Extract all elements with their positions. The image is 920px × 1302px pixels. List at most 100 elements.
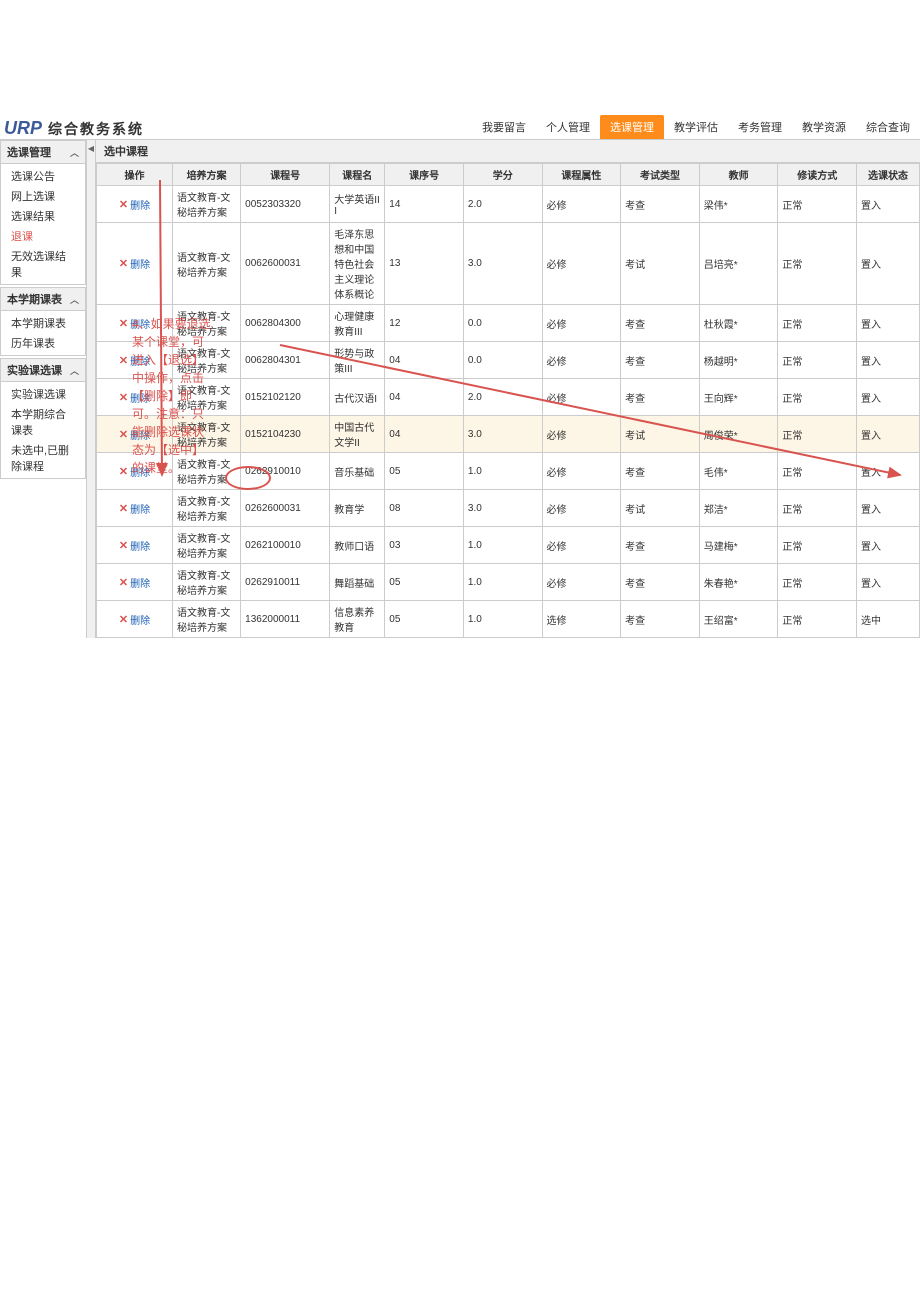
nav-item[interactable]: 选课管理 [600,115,664,139]
table-cell: 1.0 [463,564,542,601]
table-cell: 正常 [778,223,857,305]
table-cell: 王向辉* [699,379,778,416]
chevron-up-icon: ︿ [70,364,79,377]
table-row: ✕删除语文教育-文秘培养方案0062804300心理健康教育III120.0必修… [97,305,920,342]
table-cell: 朱春艳* [699,564,778,601]
delete-button[interactable]: ✕删除 [119,575,150,590]
table-cell: 语文教育-文秘培养方案 [173,527,241,564]
nav-item[interactable]: 教学评估 [664,115,728,139]
sidebar-panel-body: 实验课选课本学期综合课表未选中,已删除课程 [1,382,85,478]
table-cell: 必修 [542,527,621,564]
sidebar-panel-body: 选课公告网上选课选课结果退课无效选课结果 [1,164,85,284]
table-cell: 必修 [542,379,621,416]
table-cell: 2.0 [463,379,542,416]
delete-button[interactable]: ✕删除 [119,612,150,627]
close-icon: ✕ [119,613,128,626]
close-icon: ✕ [119,576,128,589]
table-cell: 1362000011 [241,601,330,638]
table-column-header: 课程属性 [542,164,621,186]
table-column-header: 选课状态 [857,164,920,186]
close-icon: ✕ [119,257,128,270]
table-row: ✕删除语文教育-文秘培养方案0262910011舞蹈基础051.0必修考查朱春艳… [97,564,920,601]
table-cell: 0262100010 [241,527,330,564]
table-cell: 置入 [857,527,920,564]
delete-button[interactable]: ✕删除 [119,197,150,212]
table-cell: 中国古代文学II [330,416,385,453]
table-cell: 考试 [621,223,700,305]
sidebar-panel-header[interactable]: 选课管理︿ [1,141,85,164]
nav-item[interactable]: 个人管理 [536,115,600,139]
table-column-header: 修读方式 [778,164,857,186]
nav-item[interactable]: 考务管理 [728,115,792,139]
table-row: ✕删除语文教育-文秘培养方案0262910010音乐基础051.0必修考查毛伟*… [97,453,920,490]
table-cell: 杨越明* [699,342,778,379]
table-cell: 置入 [857,490,920,527]
table-cell: 正常 [778,564,857,601]
nav-item[interactable]: 教学资源 [792,115,856,139]
table-column-header: 课程名 [330,164,385,186]
nav-item[interactable]: 综合查询 [856,115,920,139]
table-cell: 置入 [857,564,920,601]
table-cell: 正常 [778,416,857,453]
sidebar-item[interactable]: 实验课选课 [1,384,85,404]
table-cell: 0062804300 [241,305,330,342]
main-nav: 我要留言个人管理选课管理教学评估考务管理教学资源综合查询 [472,115,920,139]
table-cell: 3.0 [463,416,542,453]
sidebar-item[interactable]: 未选中,已删除课程 [1,440,85,476]
sidebar-item[interactable]: 本学期课表 [1,313,85,333]
sidebar-panel: 实验课选课︿实验课选课本学期综合课表未选中,已删除课程 [0,358,86,479]
delete-button[interactable]: ✕删除 [119,256,150,271]
table-cell: 05 [385,564,464,601]
sidebar-item[interactable]: 选课结果 [1,206,85,226]
sidebar-panel-body: 本学期课表历年课表 [1,311,85,355]
table-row: ✕删除语文教育-文秘培养方案1362000011信息素养教育051.0选修考查王… [97,601,920,638]
content-title: 选中课程 [96,140,920,163]
table-cell: 0262600031 [241,490,330,527]
table-cell: 03 [385,527,464,564]
table-cell: 考试 [621,416,700,453]
table-row: ✕删除语文教育-文秘培养方案0152104230中国古代文学II043.0必修考… [97,416,920,453]
table-cell: 置入 [857,186,920,223]
delete-button[interactable]: ✕删除 [119,538,150,553]
table-cell: 13 [385,223,464,305]
sidebar-item[interactable]: 本学期综合课表 [1,404,85,440]
table-cell: 舞蹈基础 [330,564,385,601]
table-cell: 正常 [778,379,857,416]
sidebar-panel-header[interactable]: 本学期课表︿ [1,288,85,311]
sidebar-panel: 选课管理︿选课公告网上选课选课结果退课无效选课结果 [0,140,86,285]
table-cell: 语文教育-文秘培养方案 [173,186,241,223]
table-cell: 必修 [542,564,621,601]
logo-main: URP [4,118,42,139]
table-body: ✕删除语文教育-文秘培养方案0052303320大学英语III142.0必修考查… [97,186,920,638]
table-cell: 必修 [542,490,621,527]
nav-item[interactable]: 我要留言 [472,115,536,139]
sidebar-panel-header[interactable]: 实验课选课︿ [1,359,85,382]
table-cell: 考查 [621,601,700,638]
table-cell: 置入 [857,379,920,416]
sidebar-item[interactable]: 历年课表 [1,333,85,353]
delete-label: 删除 [130,612,150,627]
table-column-header: 课程号 [241,164,330,186]
sidebar-item[interactable]: 退课 [1,226,85,246]
table-row: ✕删除语文教育-文秘培养方案0152102120古代汉语I042.0必修考查王向… [97,379,920,416]
table-cell: 郑洁* [699,490,778,527]
table-column-header: 考试类型 [621,164,700,186]
close-icon: ✕ [119,539,128,552]
table-cell: 04 [385,342,464,379]
table-cell: 0152102120 [241,379,330,416]
close-icon: ✕ [119,502,128,515]
content-area: 选中课程 操作培养方案课程号课程名课序号学分课程属性考试类型教师修读方式选课状态… [96,140,920,638]
sidebar-item[interactable]: 网上选课 [1,186,85,206]
table-cell: 毛伟* [699,453,778,490]
table-cell: 毛泽东思想和中国特色社会主义理论体系概论 [330,223,385,305]
table-cell: 3.0 [463,490,542,527]
delete-label: 删除 [130,538,150,553]
table-cell: 教师口语 [330,527,385,564]
sidebar-panel-title: 选课管理 [7,144,51,160]
sidebar-item[interactable]: 无效选课结果 [1,246,85,282]
sidebar-collapse-toggle[interactable]: ◀ [86,140,96,638]
table-cell: 周俊荣* [699,416,778,453]
logo-sub: 综合教务系统 [48,119,144,139]
sidebar-item[interactable]: 选课公告 [1,166,85,186]
delete-button[interactable]: ✕删除 [119,501,150,516]
